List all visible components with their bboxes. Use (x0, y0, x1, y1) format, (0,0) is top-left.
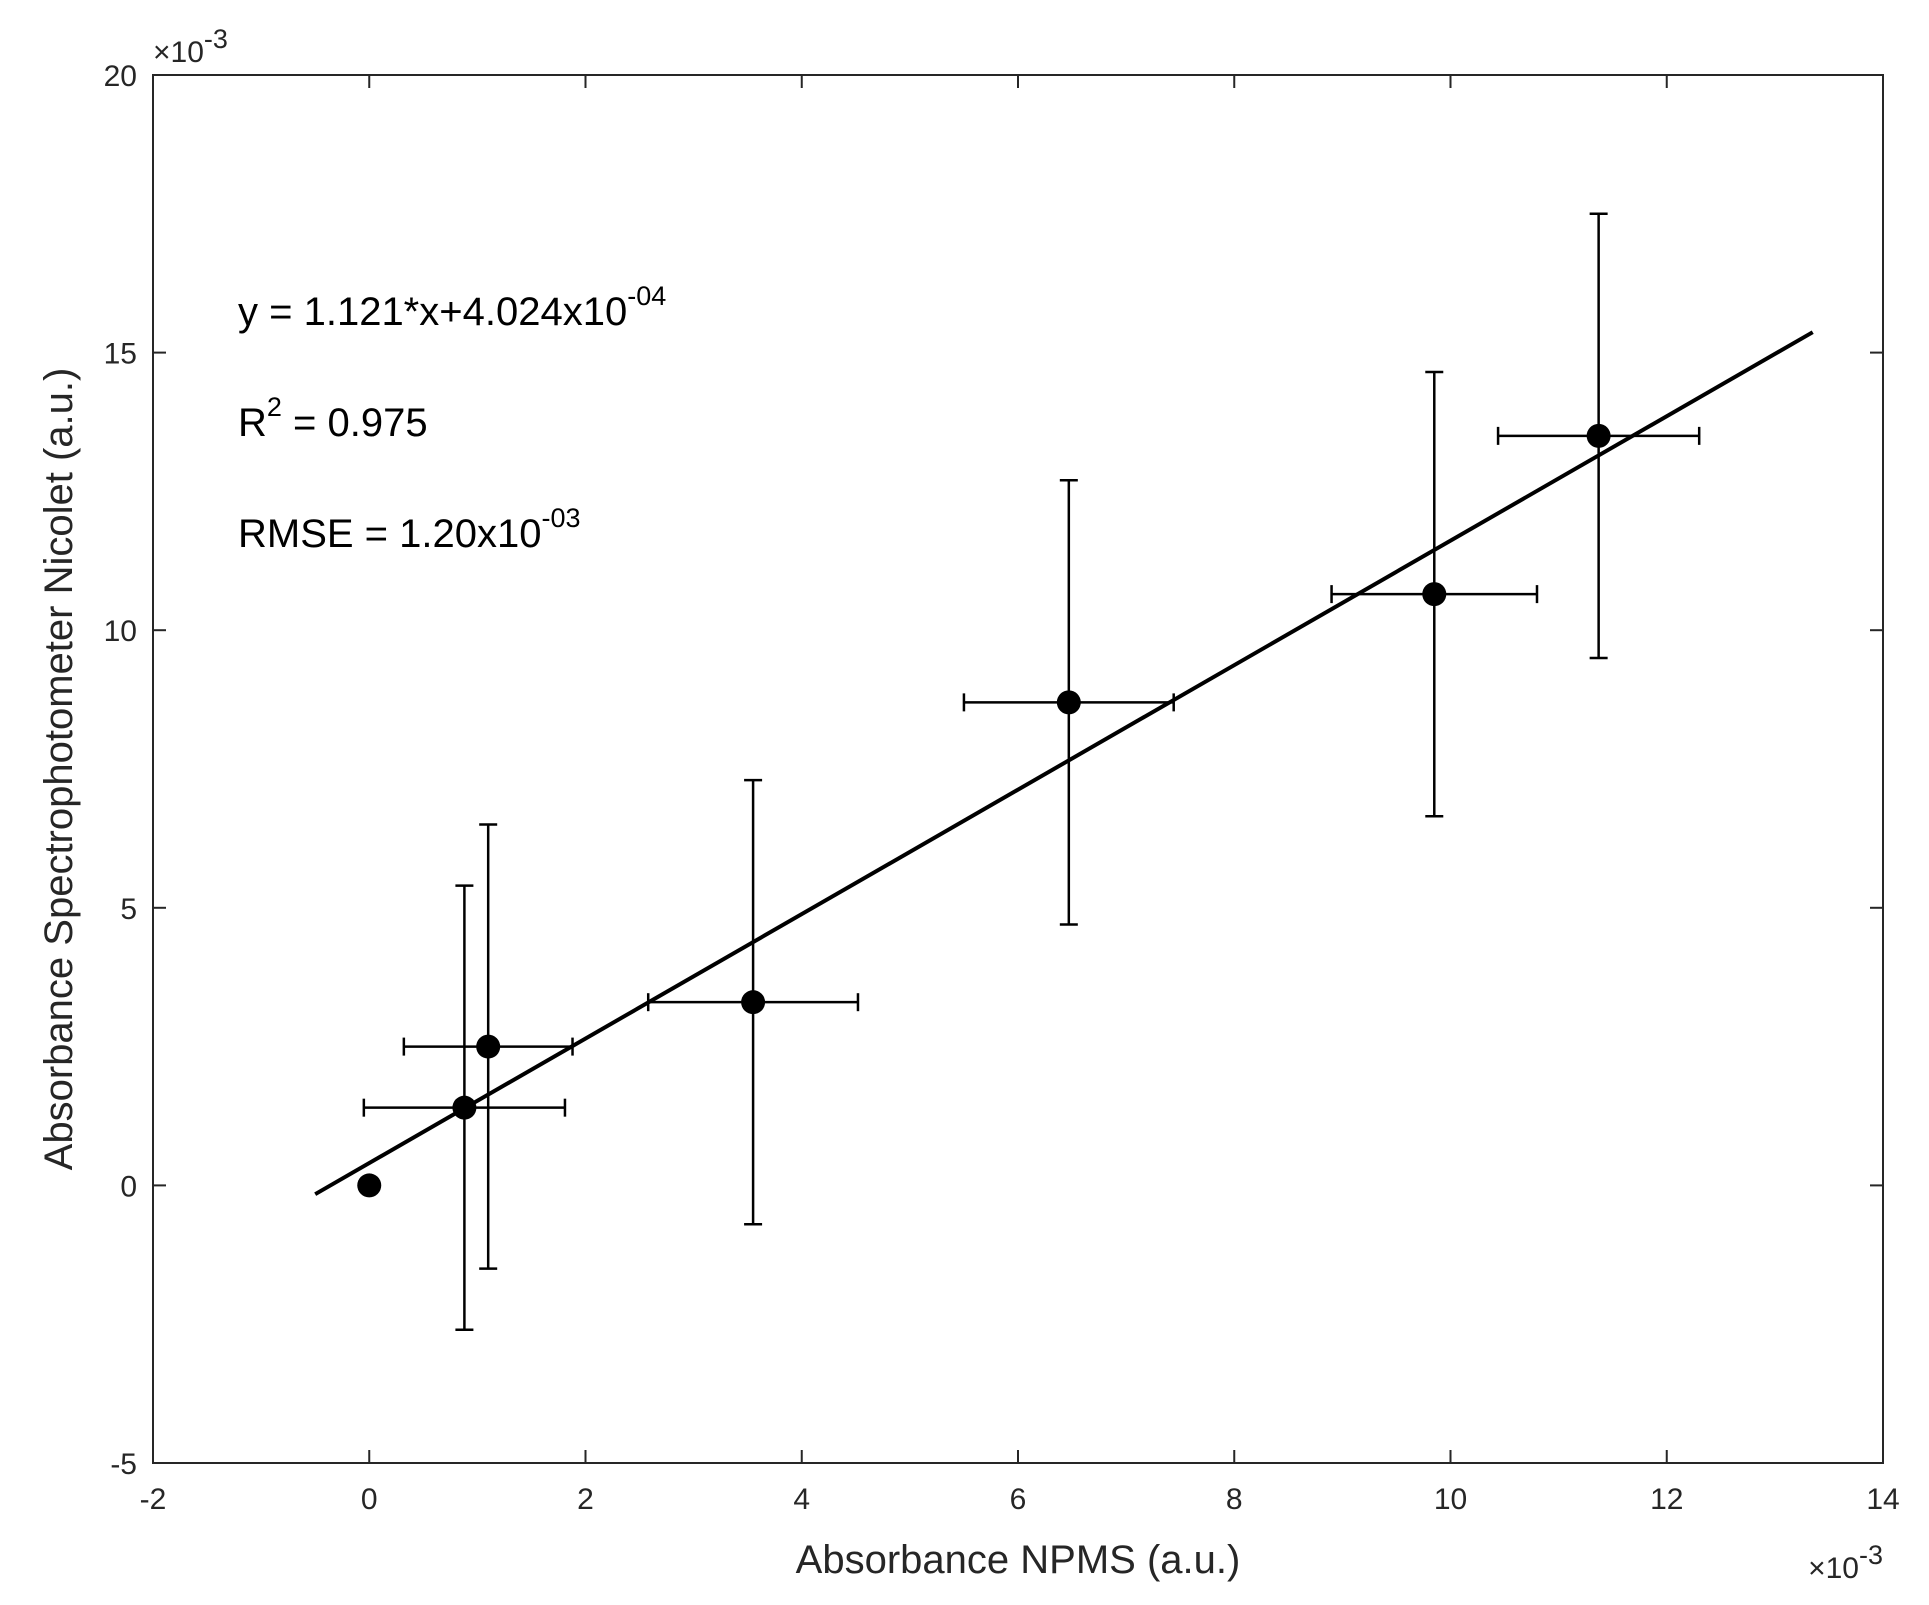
data-point (476, 1034, 501, 1059)
x-axis-label: Absorbance NPMS (a.u.) (796, 1538, 1241, 1582)
data-point (741, 990, 766, 1015)
y-multiplier-label: ×10-3 (153, 24, 228, 69)
x-tick-label: 8 (1226, 1483, 1243, 1516)
axis-tick-labels: -2 0 2 4 6 8 10 12 14 -5 0 5 10 15 20 (104, 60, 1900, 1516)
x-tick-label: 4 (793, 1483, 810, 1516)
x-multiplier-label: ×10-3 (1808, 1540, 1883, 1585)
x-tick-label: 2 (577, 1483, 594, 1516)
x-tick-label: 12 (1650, 1483, 1683, 1516)
y-axis-label: Absorbance Spectrophotometer Nicolet (a.… (37, 368, 81, 1171)
fit-line (314, 330, 1814, 1196)
y-tick-label: 15 (104, 338, 137, 371)
y-tick-label: 0 (120, 1170, 137, 1203)
x-tick-label: 0 (361, 1483, 378, 1516)
y-tick-label: 5 (120, 893, 137, 926)
equation-annotation: y = 1.121*x+4.024x10-04 (238, 281, 666, 334)
y-tick-label: -5 (110, 1448, 137, 1481)
data-point (1056, 690, 1081, 715)
data-point (1586, 423, 1611, 448)
x-tick-label: 10 (1434, 1483, 1467, 1516)
data-point (357, 1173, 382, 1198)
data-point (452, 1095, 477, 1120)
x-tick-label: -2 (140, 1483, 167, 1516)
y-tick-label: 10 (104, 615, 137, 648)
plot-area (152, 74, 1884, 1464)
y-tick-label: 20 (104, 60, 137, 93)
fit-line-group (314, 330, 1814, 1196)
data-point (1422, 582, 1447, 607)
rmse-annotation: RMSE = 1.20x10-03 (238, 503, 581, 556)
x-tick-label: 6 (1010, 1483, 1027, 1516)
x-tick-label: 14 (1866, 1483, 1899, 1516)
data-points (357, 423, 1611, 1198)
axis-ticks (152, 74, 1884, 1464)
r2-annotation: R2 = 0.975 (238, 392, 428, 445)
